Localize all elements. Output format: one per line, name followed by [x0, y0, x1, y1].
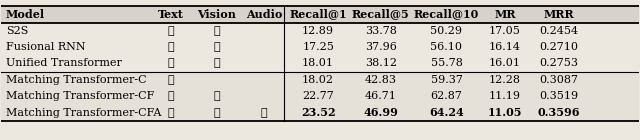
Text: Recall@10: Recall@10	[414, 9, 479, 20]
Text: 46.99: 46.99	[364, 107, 398, 118]
Text: 18.02: 18.02	[302, 75, 334, 85]
Text: 0.2753: 0.2753	[540, 59, 579, 68]
Text: Matching Transformer-CF: Matching Transformer-CF	[6, 91, 154, 101]
Text: 62.87: 62.87	[431, 91, 462, 101]
Text: ✓: ✓	[214, 26, 220, 36]
Text: 16.01: 16.01	[489, 59, 521, 68]
Text: 50.29: 50.29	[431, 26, 463, 36]
Text: Fusional RNN: Fusional RNN	[6, 42, 85, 52]
Text: 0.3519: 0.3519	[540, 91, 579, 101]
Text: Model: Model	[6, 9, 45, 20]
Text: 11.05: 11.05	[488, 107, 522, 118]
Text: ✓: ✓	[168, 75, 175, 85]
Text: 0.2454: 0.2454	[540, 26, 579, 36]
Bar	[1, 72, 639, 88]
Text: Audio: Audio	[246, 9, 282, 20]
Text: 23.52: 23.52	[301, 107, 335, 118]
Text: ✓: ✓	[214, 59, 220, 68]
Text: 33.78: 33.78	[365, 26, 397, 36]
Text: ✓: ✓	[168, 26, 175, 36]
Text: S2S: S2S	[6, 26, 28, 36]
Text: 59.37: 59.37	[431, 75, 462, 85]
Text: ✓: ✓	[168, 59, 175, 68]
Text: ✓: ✓	[214, 91, 220, 101]
Text: ✓: ✓	[214, 108, 220, 118]
Text: ✓: ✓	[168, 108, 175, 118]
Text: 17.05: 17.05	[489, 26, 521, 36]
Text: 0.2710: 0.2710	[540, 42, 579, 52]
Text: 56.10: 56.10	[431, 42, 463, 52]
Text: ✓: ✓	[168, 42, 175, 52]
Text: Matching Transformer-C: Matching Transformer-C	[6, 75, 147, 85]
Text: 37.96: 37.96	[365, 42, 397, 52]
Text: ✓: ✓	[214, 42, 220, 52]
Text: 0.3087: 0.3087	[540, 75, 579, 85]
Text: 42.83: 42.83	[365, 75, 397, 85]
Text: Vision: Vision	[197, 9, 236, 20]
Text: 46.71: 46.71	[365, 91, 397, 101]
Text: Recall@5: Recall@5	[352, 9, 410, 20]
Bar	[1, 104, 639, 121]
Text: MRR: MRR	[544, 9, 575, 20]
Text: 12.89: 12.89	[302, 26, 334, 36]
Text: MR: MR	[494, 9, 516, 20]
Bar	[1, 6, 639, 23]
Text: 16.14: 16.14	[489, 42, 521, 52]
Text: 12.28: 12.28	[489, 75, 521, 85]
Text: Unified Transformer: Unified Transformer	[6, 59, 122, 68]
Text: 64.24: 64.24	[429, 107, 464, 118]
Text: Recall@1: Recall@1	[289, 9, 347, 20]
Text: 38.12: 38.12	[365, 59, 397, 68]
Text: 18.01: 18.01	[302, 59, 334, 68]
Text: Text: Text	[158, 9, 184, 20]
Text: 17.25: 17.25	[302, 42, 334, 52]
Text: Matching Transformer-CFA: Matching Transformer-CFA	[6, 108, 161, 118]
Text: 0.3596: 0.3596	[538, 107, 580, 118]
Text: ✓: ✓	[168, 91, 175, 101]
Text: ✓: ✓	[260, 108, 267, 118]
Text: 22.77: 22.77	[302, 91, 334, 101]
Bar	[1, 88, 639, 104]
Text: 11.19: 11.19	[489, 91, 521, 101]
Text: 55.78: 55.78	[431, 59, 462, 68]
